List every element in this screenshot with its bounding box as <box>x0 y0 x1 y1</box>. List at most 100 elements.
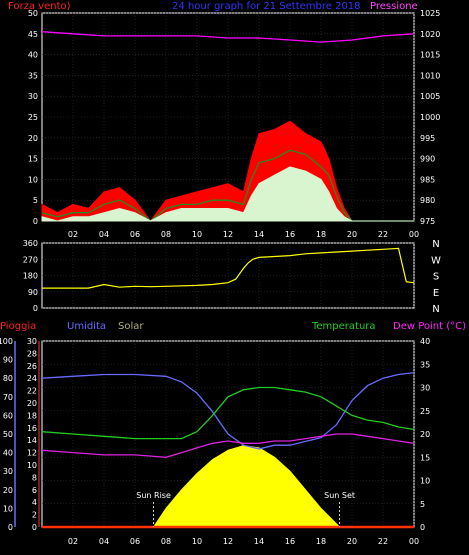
panel2-left-tick: 0 <box>33 304 38 313</box>
panel3-series-2 <box>41 433 415 458</box>
panel1-left-tick: 40 <box>28 51 38 60</box>
panel1-right-tick: 1025 <box>420 9 440 18</box>
panel1-left-label: Forza vento) <box>8 1 71 12</box>
panel1-x-tick: 22 <box>378 230 388 239</box>
panel3-x-tick: 02 <box>68 537 78 546</box>
panel3-x-tick: 22 <box>378 537 388 546</box>
panel1-x-tick: 10 <box>192 230 202 239</box>
panel1-x-tick: 18 <box>316 230 326 239</box>
panel1-series-2 <box>41 166 414 222</box>
panel1-x-tick: 20 <box>347 230 357 239</box>
panel1-left-tick: 5 <box>33 196 38 205</box>
panel1-left-tick: 45 <box>28 30 38 39</box>
panel1-right-tick: 1000 <box>420 113 440 122</box>
panel1-left-tick: 10 <box>28 175 38 184</box>
rain-tick: 14 <box>27 436 37 445</box>
rain-tick: 6 <box>32 486 37 495</box>
panel1-left-tick: 35 <box>28 71 38 80</box>
temp-tick: 15 <box>420 453 430 462</box>
panel1-left-tick: 15 <box>28 155 38 164</box>
panel1-right-tick: 985 <box>420 175 435 184</box>
panel1-x-tick: 14 <box>254 230 264 239</box>
panel1-x-tick: 06 <box>130 230 140 239</box>
panel1-right-tick: 975 <box>420 217 435 226</box>
panel2-left-tick: 360 <box>23 239 38 248</box>
panel2-compass-label: W <box>431 255 441 266</box>
humidity-tick: 40 <box>3 449 13 458</box>
rain-tick: 20 <box>27 399 37 408</box>
panel1-x-tick: 00 <box>409 230 419 239</box>
panel1-right-tick: 1015 <box>420 51 440 60</box>
panel3-x-tick: 00 <box>409 537 419 546</box>
temp-tick: 0 <box>420 523 425 532</box>
chart-title: 24 hour graph for 21 Settembre 2018 <box>172 1 361 12</box>
panel1-left-tick: 0 <box>33 217 38 226</box>
panel3-x-tick: 18 <box>316 537 326 546</box>
rain-tick: 26 <box>27 362 37 371</box>
panel2-compass-label: N <box>432 304 439 315</box>
rain-tick: 10 <box>27 461 37 470</box>
temp-tick: 40 <box>420 337 430 346</box>
humidity-tick: 60 <box>3 411 13 420</box>
temperature-label: Temperatura <box>311 321 376 332</box>
rain-tick: 16 <box>27 424 37 433</box>
panel3-x-tick: 20 <box>347 537 357 546</box>
humidity-tick: 80 <box>3 374 13 383</box>
panel3-x-tick: 16 <box>285 537 295 546</box>
temp-tick: 30 <box>420 384 430 393</box>
panel1-series-1 <box>41 149 414 222</box>
panel2-compass-label: N <box>432 239 439 250</box>
panel3-x-tick: 04 <box>99 537 109 546</box>
panel3-x-tick: 12 <box>223 537 233 546</box>
rain-tick: 30 <box>27 337 37 346</box>
rain-label: Pioggia <box>0 321 36 332</box>
panel2-compass-label: S <box>433 272 439 283</box>
humidity-tick: 30 <box>3 467 13 476</box>
panel3-series-0 <box>41 371 415 450</box>
panel2-compass-label: E <box>433 288 439 299</box>
humidity-label: Umidita <box>67 321 106 332</box>
panel1-right-tick: 1010 <box>420 71 440 80</box>
panel1-right-tick: 1005 <box>420 92 440 101</box>
panel2-left-tick: 270 <box>23 255 38 264</box>
dewpoint-label: Dew Point (°C) <box>393 321 466 332</box>
panel3-x-tick: 06 <box>130 537 140 546</box>
climate-panel: 4035302520151050302826242220181614121086… <box>0 337 430 546</box>
temp-tick: 20 <box>420 430 430 439</box>
panel1-left-tick: 25 <box>28 113 38 122</box>
panel1-x-tick: 12 <box>223 230 233 239</box>
panel1-x-tick: 16 <box>285 230 295 239</box>
rain-tick: 2 <box>32 511 37 520</box>
panel1-x-tick: 04 <box>99 230 109 239</box>
panel1-right-tick: 990 <box>420 155 435 164</box>
panel3-x-tick: 08 <box>161 537 171 546</box>
wind-pressure-panel: 5045403530252015105010251020101510101005… <box>28 9 441 239</box>
panel1-x-tick: 02 <box>68 230 78 239</box>
solar-label: Solar <box>118 321 144 332</box>
humidity-tick: 20 <box>3 486 13 495</box>
panel3-series-1 <box>41 386 415 440</box>
rain-tick: 28 <box>27 349 37 358</box>
humidity-tick: 90 <box>3 356 13 365</box>
panel3-x-tick: 10 <box>192 537 202 546</box>
panel1-right-tick: 995 <box>420 134 435 143</box>
temp-tick: 25 <box>420 407 430 416</box>
panel1-right-tick: 1020 <box>420 30 440 39</box>
panel1-right-tick: 980 <box>420 196 435 205</box>
panel1-left-tick: 20 <box>28 134 38 143</box>
rain-tick: 18 <box>27 411 37 420</box>
panel2-series-0 <box>42 247 415 289</box>
humidity-tick: 70 <box>3 393 13 402</box>
rain-tick: 8 <box>32 473 37 482</box>
panel1-right-label: Pressione <box>370 1 418 12</box>
temp-tick: 10 <box>420 477 430 486</box>
temp-tick: 35 <box>420 360 430 369</box>
humidity-tick: 100 <box>0 337 13 346</box>
temp-tick: 5 <box>420 500 425 509</box>
panel2-left-tick: 90 <box>28 288 38 297</box>
sun-rise-label: Sun Rise <box>136 491 171 500</box>
humidity-tick: 50 <box>3 430 13 439</box>
humidity-tick: 10 <box>3 504 13 513</box>
